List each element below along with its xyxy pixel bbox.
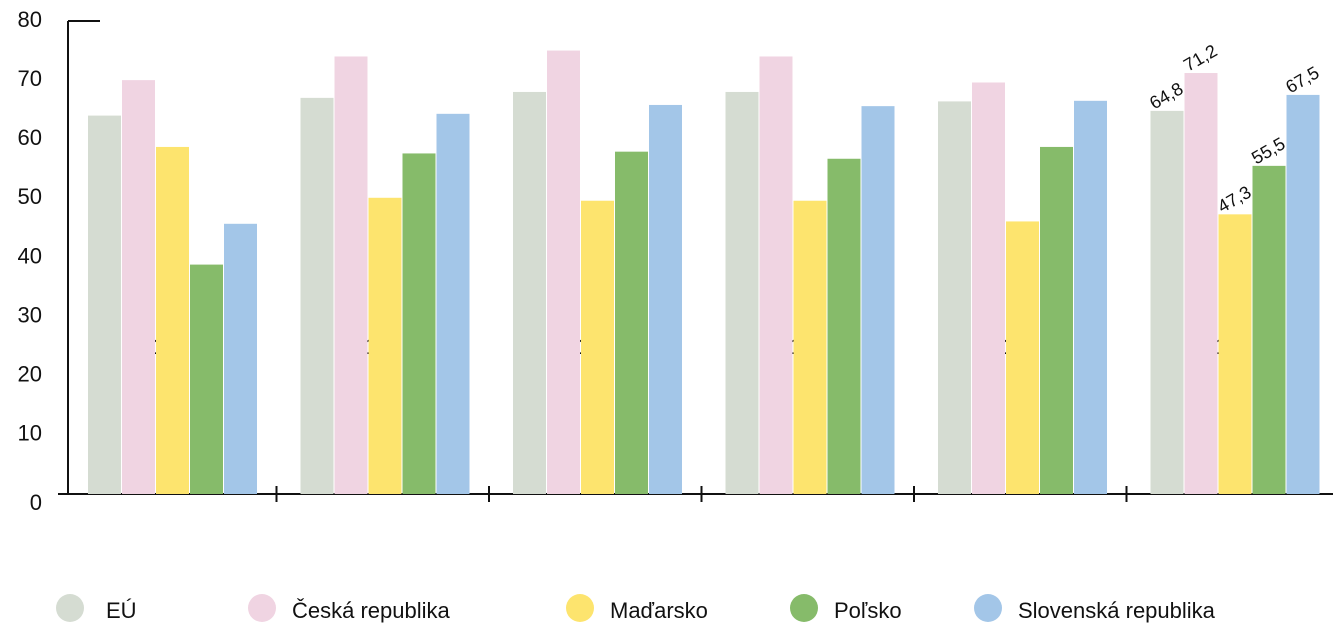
bar xyxy=(827,158,861,495)
value-label: 64,8 xyxy=(1146,78,1186,113)
y-tick-label: 10 xyxy=(18,421,42,446)
bar xyxy=(972,82,1005,495)
legend-swatch xyxy=(248,594,276,622)
value-label: 67,5 xyxy=(1282,62,1322,97)
bar xyxy=(547,50,580,494)
bar xyxy=(300,97,334,495)
legend-label: Poľsko xyxy=(834,598,902,623)
bar xyxy=(793,200,827,495)
bar xyxy=(1040,146,1073,494)
bar xyxy=(190,264,223,494)
bar xyxy=(1184,73,1218,494)
value-label: 55,5 xyxy=(1248,133,1288,168)
y-tick-label: 60 xyxy=(18,125,42,150)
bar xyxy=(1074,100,1107,494)
bar xyxy=(1006,221,1039,494)
bar xyxy=(402,153,436,494)
bar xyxy=(88,115,121,494)
y-tick-label: 70 xyxy=(18,66,42,91)
value-label: 47,3 xyxy=(1214,182,1254,217)
bar xyxy=(1252,165,1286,494)
y-tick-label: 30 xyxy=(18,302,42,327)
legend-label: EÚ xyxy=(106,598,137,623)
y-tick-label: 40 xyxy=(18,243,42,268)
legend-swatch xyxy=(790,594,818,622)
bar xyxy=(725,91,759,494)
bar xyxy=(334,56,368,494)
legend-swatch xyxy=(974,594,1002,622)
legend-label: Česká republika xyxy=(292,598,451,623)
bar xyxy=(368,197,402,494)
bar xyxy=(224,223,257,494)
bar xyxy=(1218,214,1252,494)
bar xyxy=(615,151,648,494)
legend-label: Slovenská republika xyxy=(1018,598,1216,623)
legend-label: Maďarsko xyxy=(610,598,708,623)
y-tick-label: 20 xyxy=(18,362,42,387)
bar xyxy=(156,146,189,494)
y-tick-label: 50 xyxy=(18,184,42,209)
bar xyxy=(513,91,546,494)
legend-swatch xyxy=(56,594,84,622)
bar xyxy=(759,56,793,494)
bar xyxy=(938,101,971,494)
bar xyxy=(1150,110,1184,495)
bar xyxy=(436,113,470,495)
bar xyxy=(861,106,895,494)
y-tick-label: 0 xyxy=(30,490,42,515)
y-tick-label: 80 xyxy=(18,7,42,32)
bar xyxy=(1286,94,1320,494)
value-label: 71,2 xyxy=(1180,41,1220,76)
bar xyxy=(581,200,614,495)
bar xyxy=(122,80,155,494)
legend-swatch xyxy=(566,594,594,622)
bar xyxy=(649,104,682,495)
